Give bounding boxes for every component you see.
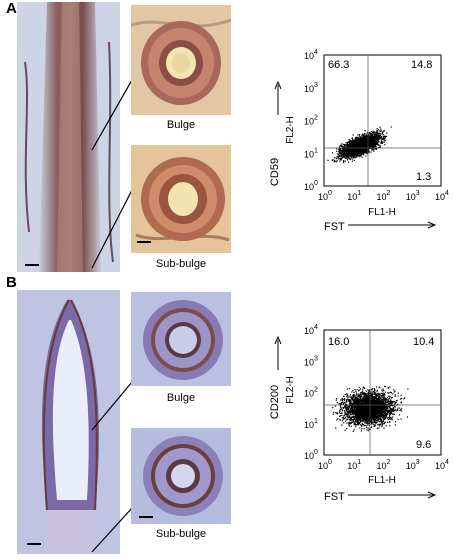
x-axis-inner-label: FL1-H xyxy=(368,475,396,486)
panel-b-letter: B xyxy=(6,274,17,291)
quadrant-tl-value: 66.3 xyxy=(328,59,349,71)
x-tick-label: 101 xyxy=(347,459,361,471)
scale-bar xyxy=(25,264,39,266)
y-tick-label: 102 xyxy=(304,387,318,399)
x-tick-label: 103 xyxy=(406,190,420,202)
panel-a-bulge-cross-section xyxy=(131,5,231,115)
quadrant-tr-value: 14.8 xyxy=(411,59,432,71)
x-tick-label: 104 xyxy=(435,190,449,202)
quadrant-tl-value: 16.0 xyxy=(328,336,349,348)
flow-plot-frame xyxy=(324,330,441,455)
y-axis-inner-label: FL2-H xyxy=(285,116,296,144)
scale-bar xyxy=(139,516,153,518)
y-tick-label: 103 xyxy=(304,355,318,367)
panel-b-caption-bulge: Bulge xyxy=(131,392,231,404)
panel-b-caption-subbulge: Sub-bulge xyxy=(131,528,231,540)
panel-a-caption-subbulge: Sub-bulge xyxy=(131,258,231,270)
x-ticks: 100 101 102 103 104 xyxy=(318,190,449,202)
y-ticks: 100 101 102 103 104 xyxy=(304,324,318,461)
panel-b-flow-plot: CD200 FL2-H 16.0 10.4 9.6 10010110210310… xyxy=(248,310,474,550)
panel-a-subbulge-cross-section xyxy=(131,145,231,253)
x-tick-label: 101 xyxy=(347,190,361,202)
y-ticks: 100 101 102 103 104 xyxy=(304,49,318,192)
panel-b-connectors xyxy=(90,330,135,560)
y-tick-label: 100 xyxy=(304,449,318,461)
y-axis-outer-label: CD59 xyxy=(269,158,281,186)
x-tick-label: 103 xyxy=(406,459,420,471)
x-tick-label: 102 xyxy=(377,459,391,471)
quadrant-br-value: 1.3 xyxy=(416,171,431,183)
y-tick-label: 100 xyxy=(304,180,318,192)
y-axis-inner-label: FL2-H xyxy=(285,376,296,404)
flow-plot-frame xyxy=(324,55,441,186)
quadrant-tr-value: 10.4 xyxy=(413,336,434,348)
y-tick-label: 103 xyxy=(304,82,318,94)
x-tick-label: 104 xyxy=(435,459,449,471)
panel-a-flow-plot: CD59 FL2-H 66.3 14.8 1.3 100 101 102 103 104… xyxy=(248,30,474,280)
panel-b-bulge-cross-section xyxy=(131,292,231,386)
y-tick-label: 104 xyxy=(304,324,318,336)
x-axis-outer-label: FST xyxy=(324,491,345,503)
y-tick-label: 101 xyxy=(304,147,318,159)
scale-bar xyxy=(27,543,41,545)
y-tick-label: 104 xyxy=(304,49,318,61)
y-tick-label: 102 xyxy=(304,115,318,127)
x-tick-label: 100 xyxy=(318,190,332,202)
panel-a-letter: A xyxy=(6,0,17,17)
x-axis-inner-label: FL1-H xyxy=(368,207,396,218)
y-axis-outer-label: CD200 xyxy=(269,385,281,419)
panel-b-subbulge-cross-section xyxy=(131,428,231,524)
panel-a-caption-bulge: Bulge xyxy=(131,119,231,131)
x-tick-label: 100 xyxy=(318,459,332,471)
x-tick-label: 102 xyxy=(377,190,391,202)
x-ticks: 100 101 102 103 104 xyxy=(318,459,449,471)
x-axis-outer-label: FST xyxy=(324,221,345,233)
panel-a-connectors xyxy=(90,40,135,280)
quadrant-br-value: 9.6 xyxy=(416,439,431,451)
y-tick-label: 101 xyxy=(304,418,318,430)
scale-bar xyxy=(137,241,151,243)
